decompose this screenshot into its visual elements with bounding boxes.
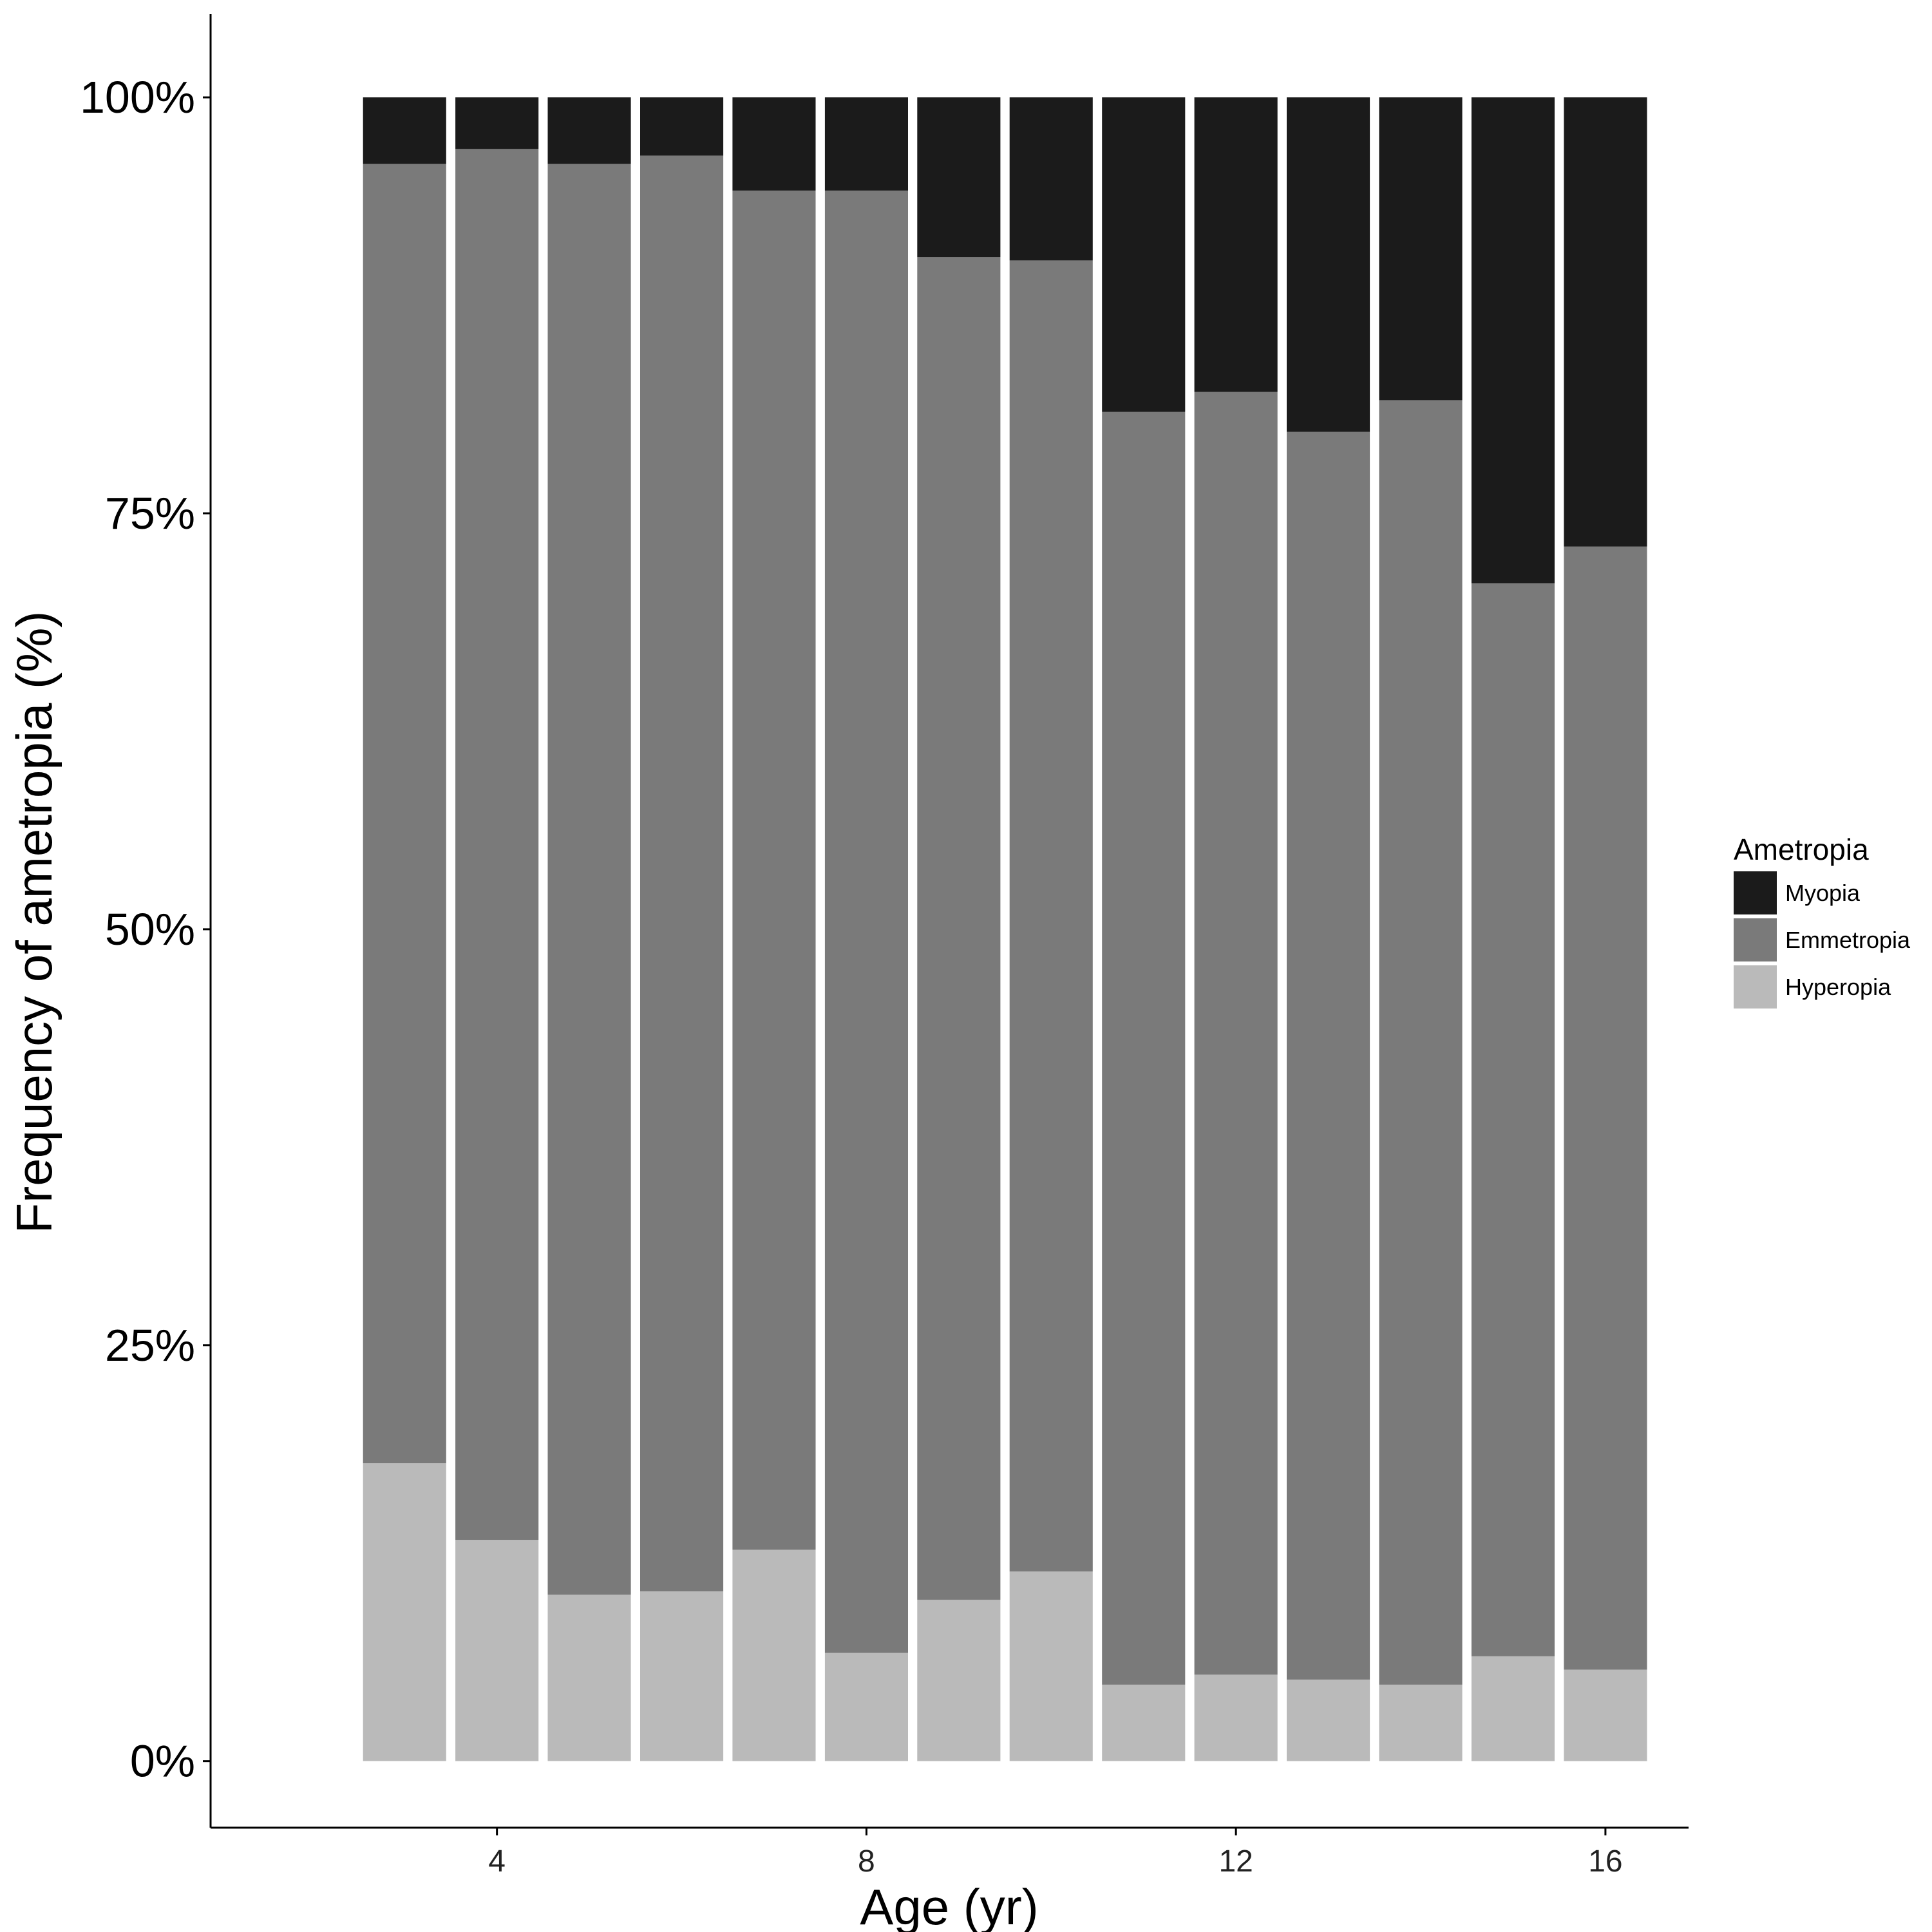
bar-myopia-age-7 bbox=[732, 97, 816, 191]
bar-emmetropia-age-7 bbox=[732, 190, 816, 1550]
bar-emmetropia-age-8 bbox=[824, 190, 908, 1653]
bar-hyperopia-age-10 bbox=[1009, 1571, 1093, 1761]
bar-myopia-age-15 bbox=[1471, 97, 1555, 583]
y-tick-label: 50% bbox=[105, 904, 195, 954]
bar-hyperopia-age-14 bbox=[1379, 1684, 1463, 1761]
bar-emmetropia-age-9 bbox=[917, 257, 1001, 1600]
bar-myopia-age-14 bbox=[1379, 97, 1463, 401]
bar-myopia-age-8 bbox=[824, 97, 908, 191]
bar-emmetropia-age-13 bbox=[1287, 431, 1370, 1680]
legend-swatch-emmetropia bbox=[1734, 918, 1777, 961]
bar-hyperopia-age-12 bbox=[1194, 1674, 1278, 1761]
bar-emmetropia-age-12 bbox=[1194, 392, 1278, 1675]
bar-hyperopia-age-7 bbox=[732, 1549, 816, 1761]
bar-hyperopia-age-13 bbox=[1287, 1680, 1370, 1761]
bar-myopia-age-5 bbox=[547, 97, 631, 164]
bar-emmetropia-age-4 bbox=[455, 149, 539, 1540]
bar-myopia-age-13 bbox=[1287, 97, 1370, 432]
legend-entries: Myopia Emmetropia Hyperopia bbox=[1734, 871, 1911, 1009]
legend-label-myopia: Myopia bbox=[1785, 880, 1861, 906]
axes: 0% 25% 50% 75% 100% 4 8 12 16 bbox=[80, 14, 1689, 1879]
bar-emmetropia-age-5 bbox=[547, 164, 631, 1595]
y-tick-label: 0% bbox=[130, 1736, 195, 1786]
bar-emmetropia-age-14 bbox=[1379, 400, 1463, 1685]
bar-hyperopia-age-6 bbox=[640, 1591, 724, 1761]
bar-hyperopia-age-5 bbox=[547, 1595, 631, 1761]
bar-myopia-age-11 bbox=[1102, 97, 1186, 412]
bar-hyperopia-age-4 bbox=[455, 1540, 539, 1761]
bar-emmetropia-age-6 bbox=[640, 155, 724, 1592]
bar-hyperopia-age-3 bbox=[363, 1463, 446, 1761]
bar-emmetropia-age-11 bbox=[1102, 412, 1186, 1685]
bar-emmetropia-age-16 bbox=[1564, 546, 1647, 1670]
legend: Ametropia Myopia Emmetropia Hyperopia bbox=[1734, 833, 1911, 1009]
bar-myopia-age-10 bbox=[1009, 97, 1093, 261]
x-tick-label: 8 bbox=[858, 1844, 875, 1879]
bar-myopia-age-6 bbox=[640, 97, 724, 156]
legend-swatch-hyperopia bbox=[1734, 965, 1777, 1009]
legend-label-hyperopia: Hyperopia bbox=[1785, 974, 1891, 1000]
bar-emmetropia-age-10 bbox=[1009, 260, 1093, 1572]
y-axis-title: Frequency of ametropia (%) bbox=[6, 611, 62, 1234]
bar-myopia-age-4 bbox=[455, 97, 539, 149]
bar-hyperopia-age-9 bbox=[917, 1600, 1001, 1761]
x-tick-label: 4 bbox=[488, 1844, 506, 1879]
bar-hyperopia-age-11 bbox=[1102, 1684, 1186, 1761]
bar-myopia-age-9 bbox=[917, 97, 1001, 258]
bar-hyperopia-age-8 bbox=[824, 1653, 908, 1761]
bar-hyperopia-age-16 bbox=[1564, 1669, 1647, 1761]
legend-swatch-myopia bbox=[1734, 871, 1777, 914]
legend-label-emmetropia: Emmetropia bbox=[1785, 927, 1911, 953]
y-tick-label: 100% bbox=[80, 72, 195, 122]
bar-myopia-age-3 bbox=[363, 97, 446, 164]
y-tick-label: 25% bbox=[105, 1320, 195, 1370]
bar-emmetropia-age-3 bbox=[363, 164, 446, 1464]
x-tick-label: 16 bbox=[1588, 1844, 1622, 1879]
x-ticks: 4 8 12 16 bbox=[488, 1828, 1623, 1879]
x-axis-title: Age (yr) bbox=[860, 1879, 1038, 1932]
bar-emmetropia-age-15 bbox=[1471, 583, 1555, 1656]
y-ticks: 0% 25% 50% 75% 100% bbox=[80, 72, 211, 1786]
y-tick-label: 75% bbox=[105, 488, 195, 538]
bar-hyperopia-age-15 bbox=[1471, 1656, 1555, 1761]
bar-myopia-age-16 bbox=[1564, 97, 1647, 547]
bar-myopia-age-12 bbox=[1194, 97, 1278, 392]
legend-title: Ametropia bbox=[1734, 833, 1869, 866]
bars bbox=[363, 97, 1647, 1761]
x-tick-label: 12 bbox=[1218, 1844, 1253, 1879]
